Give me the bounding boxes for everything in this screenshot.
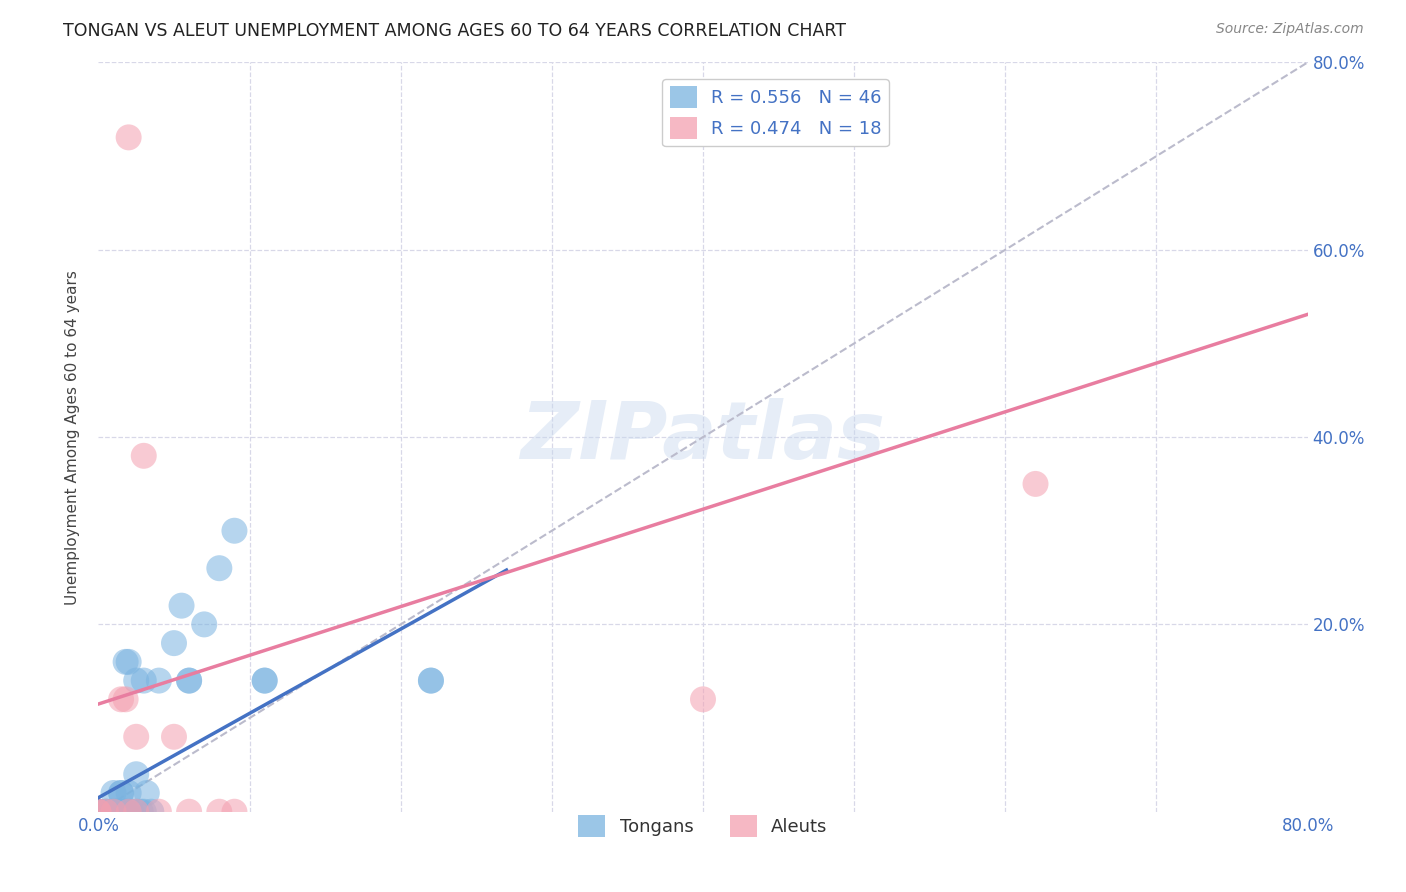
Legend: Tongans, Aleuts: Tongans, Aleuts (571, 807, 835, 844)
Point (110, 692, 132, 706)
Point (110, 805, 132, 819)
Point (87, 805, 110, 819)
Point (125, 673, 148, 688)
Point (141, 805, 163, 819)
Text: Source: ZipAtlas.com: Source: ZipAtlas.com (1216, 22, 1364, 37)
Point (105, 805, 128, 819)
Point (179, 673, 201, 688)
Point (1024, 476, 1046, 491)
Point (253, 673, 276, 688)
Point (132, 449, 155, 463)
Point (125, 767, 148, 781)
Point (103, 805, 125, 819)
Point (87, 805, 110, 819)
Point (94, 805, 117, 819)
Point (148, 673, 170, 688)
Point (87, 805, 110, 819)
Point (132, 805, 155, 819)
Point (94, 805, 117, 819)
Point (121, 805, 143, 819)
Point (103, 805, 125, 819)
Point (87, 805, 110, 819)
Point (163, 636, 186, 650)
Point (103, 805, 125, 819)
Y-axis label: Unemployment Among Ages 60 to 64 years: Unemployment Among Ages 60 to 64 years (65, 269, 80, 605)
Point (692, 692, 714, 706)
Point (118, 130, 141, 145)
Point (110, 786, 132, 800)
Point (163, 730, 186, 744)
Text: TONGAN VS ALEUT UNEMPLOYMENT AMONG AGES 60 TO 64 YEARS CORRELATION CHART: TONGAN VS ALEUT UNEMPLOYMENT AMONG AGES … (63, 22, 846, 40)
Point (87, 805, 110, 819)
Point (253, 673, 276, 688)
Point (114, 805, 136, 819)
Point (125, 805, 148, 819)
Point (129, 805, 152, 819)
Point (148, 805, 170, 819)
Point (118, 786, 141, 800)
Point (125, 730, 148, 744)
Point (135, 786, 157, 800)
Point (193, 617, 215, 632)
Point (87, 805, 110, 819)
Point (114, 805, 136, 819)
Point (208, 561, 231, 575)
Point (100, 805, 122, 819)
Point (132, 673, 155, 688)
Point (118, 805, 141, 819)
Point (118, 655, 141, 669)
Point (420, 673, 443, 688)
Point (114, 692, 136, 706)
Point (224, 524, 246, 538)
Point (179, 805, 201, 819)
Text: ZIPatlas: ZIPatlas (520, 398, 886, 476)
Point (179, 673, 201, 688)
Point (224, 805, 246, 819)
Point (87, 805, 110, 819)
Point (94, 805, 117, 819)
Point (87, 805, 110, 819)
Point (118, 805, 141, 819)
Point (105, 805, 128, 819)
Point (114, 655, 136, 669)
Point (125, 805, 148, 819)
Point (110, 786, 132, 800)
Point (87, 805, 110, 819)
Point (170, 599, 193, 613)
Point (208, 805, 231, 819)
Point (87, 805, 110, 819)
Point (420, 673, 443, 688)
Point (103, 786, 125, 800)
